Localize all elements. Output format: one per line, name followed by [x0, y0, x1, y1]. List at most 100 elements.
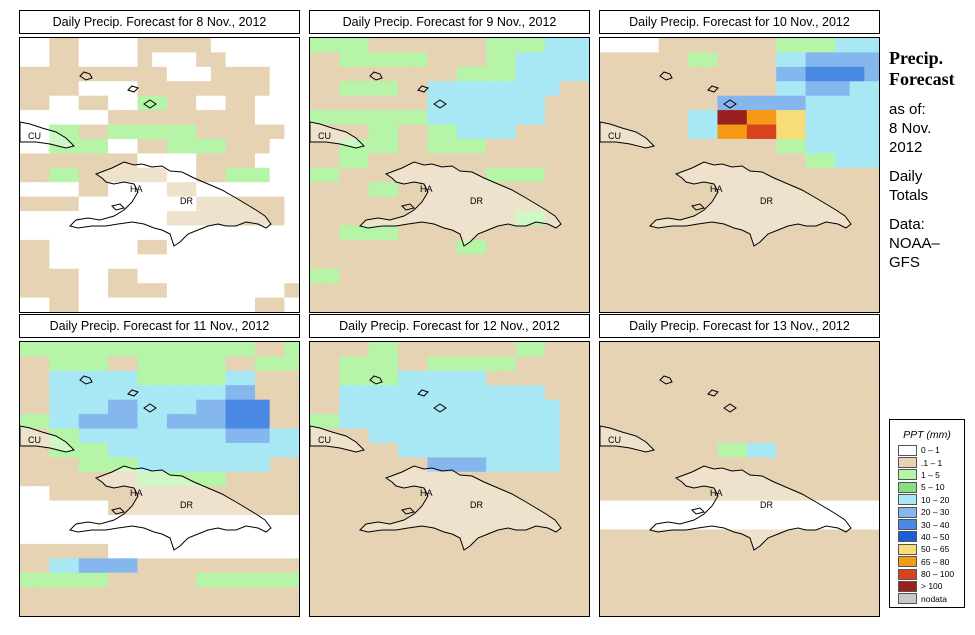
precip-cell [544, 486, 561, 502]
precip-cell [673, 399, 689, 415]
precip-cell [20, 601, 36, 616]
precip-cell [717, 356, 733, 372]
hispaniola-coastline [359, 161, 562, 247]
precip-cell [658, 385, 675, 401]
precip-cell [732, 182, 748, 198]
precip-cell [196, 543, 212, 559]
precip-cell [181, 601, 197, 616]
precip-cell [717, 225, 733, 241]
precip-cell [544, 370, 561, 386]
precip-cell [673, 385, 689, 401]
precip-cell [776, 239, 792, 255]
precip-cell [673, 138, 689, 154]
legend-row: nodata [898, 593, 964, 605]
precip-cell [398, 196, 414, 212]
precip-cell [34, 124, 50, 140]
precip-cell [137, 167, 153, 183]
precip-cell [181, 38, 197, 54]
precip-cell [644, 558, 660, 574]
precip-cell [761, 356, 777, 372]
precip-cell [442, 66, 458, 82]
precip-cell [820, 52, 836, 68]
precip-cell [673, 543, 689, 559]
precip-cell [702, 110, 719, 126]
precip-cell [181, 500, 197, 516]
precip-cell [658, 500, 675, 516]
precip-cell [746, 457, 763, 473]
precip-cell [339, 587, 355, 603]
precip-cell [732, 52, 748, 68]
precip-cell [559, 110, 575, 126]
precip-cell [310, 225, 326, 241]
legend-swatch [898, 531, 917, 543]
precip-cell [776, 601, 792, 616]
precip-cell [530, 153, 546, 169]
precip-cell [574, 211, 589, 227]
precip-cell [732, 239, 748, 255]
precip-cell [324, 342, 340, 358]
precip-cell [310, 138, 326, 154]
precip-cell [688, 601, 704, 616]
precip-cell [240, 110, 256, 126]
precip-cell [442, 342, 458, 358]
precip-cell [225, 66, 241, 82]
precip-cell [574, 587, 589, 603]
legend-label: 65 – 80 [921, 556, 950, 567]
precip-cell [339, 297, 355, 312]
panel-3: Daily Precip. Forecast for 10 Nov., 2012… [599, 10, 880, 313]
precip-cell [310, 38, 326, 54]
precip-cell [864, 471, 879, 487]
precip-cell [225, 268, 241, 284]
precip-cell [398, 414, 414, 430]
precip-cell [49, 297, 65, 312]
precip-cell [20, 81, 36, 97]
island-coastline [111, 507, 125, 515]
precip-cell [166, 601, 183, 616]
precip-cell [427, 254, 443, 270]
precip-cell [864, 486, 879, 502]
precip-cell [530, 268, 546, 284]
precip-cell [368, 110, 385, 126]
precip-cell [284, 153, 299, 169]
precip-cell [456, 370, 473, 386]
precip-cell [78, 124, 95, 140]
precip-cell [284, 515, 299, 531]
precip-cell [254, 283, 271, 299]
precip-cell [269, 254, 285, 270]
island-coastline [723, 403, 737, 413]
precip-cell [776, 385, 792, 401]
precip-cell [196, 442, 212, 458]
precip-cell [629, 370, 645, 386]
precip-cell [776, 543, 792, 559]
precip-cell [166, 442, 183, 458]
precip-cell [805, 81, 821, 97]
precip-cell [629, 385, 645, 401]
precip-cell [225, 254, 241, 270]
precip-cell [614, 38, 630, 54]
precip-cell [673, 442, 689, 458]
precip-cell [254, 385, 271, 401]
precip-cell [761, 38, 777, 54]
precip-cell [530, 138, 546, 154]
precip-cell [600, 110, 616, 126]
precip-cell [500, 138, 517, 154]
precip-cell [820, 486, 836, 502]
precip-cell [559, 66, 575, 82]
precip-cell [398, 601, 414, 616]
precip-cell [629, 572, 645, 588]
precip-cell [746, 385, 763, 401]
precip-cell [284, 486, 299, 502]
precip-cell [574, 138, 589, 154]
precip-cell [166, 66, 183, 82]
precip-cell [486, 587, 502, 603]
precip-cell [614, 81, 630, 97]
precip-cell [354, 515, 370, 531]
precip-cell [559, 471, 575, 487]
precip-cell [64, 457, 80, 473]
precip-cell [64, 471, 80, 487]
precip-cell [240, 442, 256, 458]
precip-cell [166, 500, 183, 516]
precip-cell [574, 81, 589, 97]
precip-cell [629, 211, 645, 227]
